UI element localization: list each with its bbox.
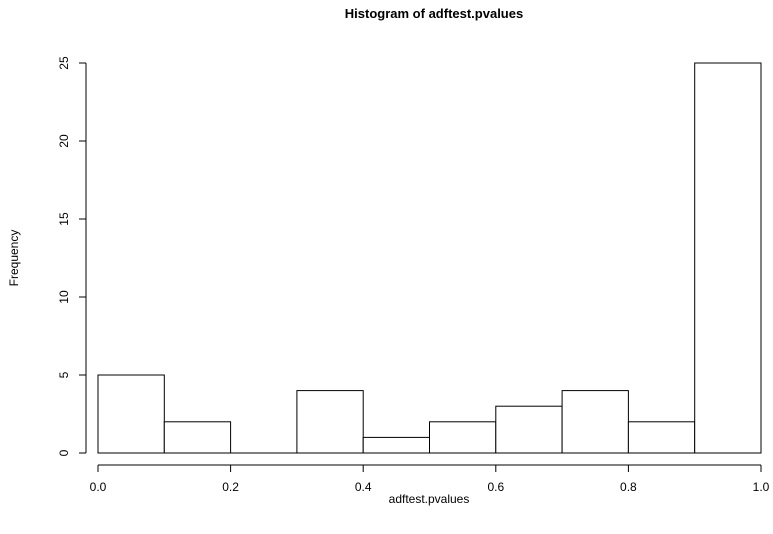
histogram-bar	[627, 421, 696, 454]
y-tick-label: 25	[57, 56, 71, 70]
x-tick-label: 0.0	[90, 480, 107, 494]
x-tick-label: 0.8	[620, 480, 637, 494]
x-tick-label: 0.2	[222, 480, 239, 494]
y-tick-label: 15	[57, 212, 71, 226]
histogram-bar	[296, 390, 364, 454]
histogram-bar	[429, 421, 497, 454]
y-tick-label: 0	[57, 449, 71, 456]
y-axis: 0 5 10 15 20 25	[57, 56, 87, 456]
x-tick-label: 0.4	[355, 480, 372, 494]
bars-group	[97, 62, 762, 454]
y-tick-label: 5	[57, 371, 71, 378]
histogram-bar	[561, 390, 629, 454]
histogram-bar	[495, 405, 563, 454]
histogram-bar	[163, 421, 232, 454]
x-tick-label: 0.6	[487, 480, 504, 494]
y-tick-label: 20	[57, 134, 71, 148]
chart-title: Histogram of adftest.pvalues	[345, 6, 523, 21]
y-tick-label: 10	[57, 290, 71, 304]
x-tick-label: 1.0	[753, 480, 770, 494]
histogram-bar	[97, 374, 165, 454]
y-axis-label: Frequency	[7, 230, 21, 287]
x-axis-label: adftest.pvalues	[389, 492, 470, 506]
x-axis: 0.0 0.2 0.4 0.6 0.8 1.0	[90, 464, 770, 494]
histogram-bar	[694, 62, 762, 454]
histogram-bar	[362, 436, 431, 454]
